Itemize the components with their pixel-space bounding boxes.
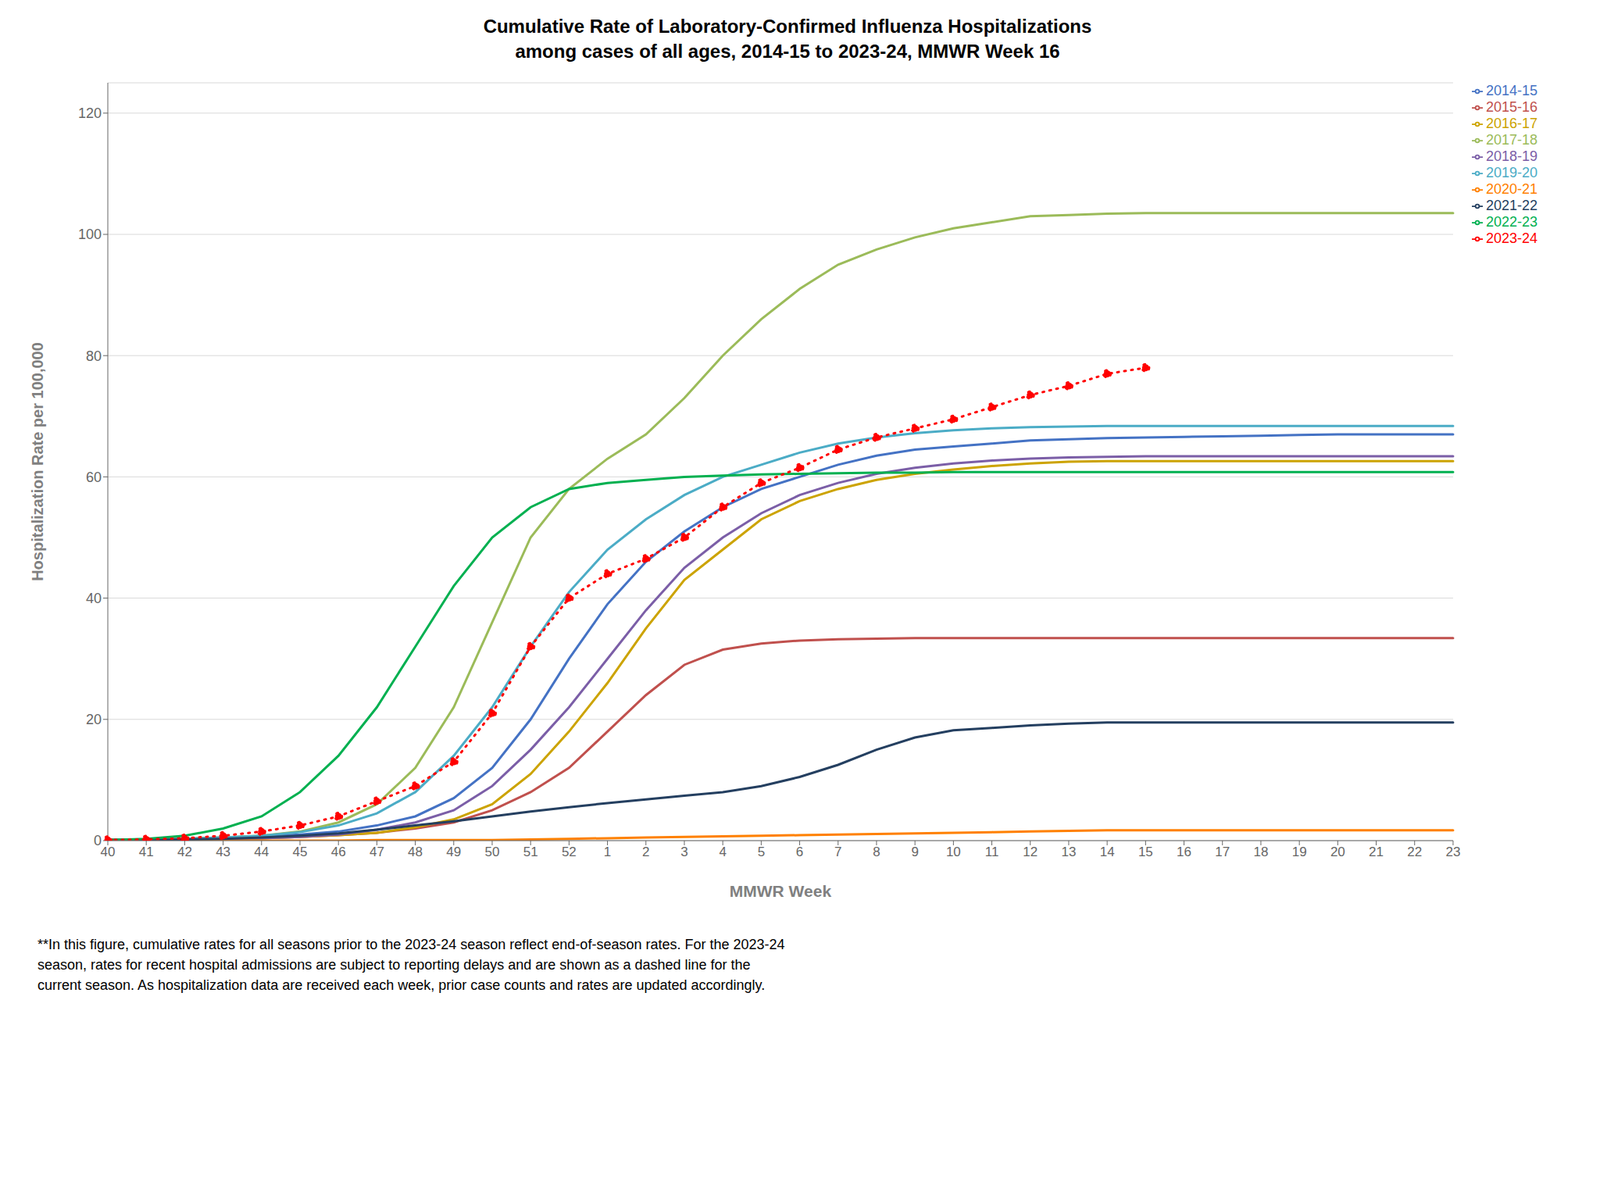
svg-text:49: 49 [446,844,461,860]
svg-text:16: 16 [1176,844,1192,860]
html-text:2021-22: 2021-22 [1485,197,1538,214]
svg-text:11: 11 [985,844,1000,860]
svg-text:20: 20 [85,711,102,728]
svg-text:20: 20 [1330,844,1346,860]
html-text:current season. As hospitaliza: current season. As hospitalization data … [37,977,765,993]
svg-text:4: 4 [718,844,726,860]
svg-text:44: 44 [253,844,269,860]
svg-text:13: 13 [1060,844,1076,860]
svg-text:47: 47 [369,844,385,860]
svg-text:21: 21 [1368,844,1384,860]
html-text:among cases of all ages, 2014-: among cases of all ages, 2014-15 to 2023… [515,40,1060,62]
svg-text:100: 100 [78,226,102,243]
svg-text:1: 1 [603,844,611,860]
svg-text:9: 9 [910,844,918,860]
svg-text:40: 40 [85,590,102,607]
html-text:season, rates for recent hospi: season, rates for recent hospital admiss… [37,957,751,973]
html-text:2018-19: 2018-19 [1485,148,1538,165]
svg-text:41: 41 [139,844,154,860]
svg-text:48: 48 [407,844,423,860]
svg-text:Hospitalization Rate per 100,0: Hospitalization Rate per 100,000 [28,342,47,582]
svg-text:50: 50 [485,844,500,860]
svg-text:52: 52 [561,844,577,860]
svg-text:0: 0 [93,832,102,849]
svg-text:MMWR Week: MMWR Week [729,882,833,900]
html-text:2019-20: 2019-20 [1485,164,1538,181]
html-text:2017-18: 2017-18 [1485,132,1538,148]
svg-text:46: 46 [331,844,347,860]
svg-text:6: 6 [796,844,804,860]
svg-text:40: 40 [100,844,116,860]
svg-text:8: 8 [872,844,880,860]
svg-text:19: 19 [1292,844,1308,860]
html-text:2014-15: 2014-15 [1485,82,1538,99]
svg-text:3: 3 [680,844,688,860]
html-text:Cumulative Rate of Laboratory-: Cumulative Rate of Laboratory-Confirmed … [483,15,1092,37]
svg-text:18: 18 [1253,844,1268,860]
svg-text:43: 43 [215,844,231,860]
svg-text:15: 15 [1138,844,1154,860]
html-text:2023-24: 2023-24 [1485,230,1538,247]
html-text:2022-23: 2022-23 [1485,214,1538,230]
svg-text:120: 120 [78,105,102,122]
html-text:**In this figure, cumulative r: **In this figure, cumulative rates for a… [37,936,785,953]
svg-text:45: 45 [292,844,308,860]
svg-text:60: 60 [85,469,102,486]
svg-text:23: 23 [1445,844,1461,860]
svg-text:17: 17 [1214,844,1230,860]
html-text:2016-17: 2016-17 [1485,115,1538,132]
html-text:2020-21: 2020-21 [1485,181,1538,197]
svg-text:42: 42 [177,844,193,860]
svg-text:10: 10 [946,844,961,860]
svg-text:5: 5 [757,844,765,860]
svg-text:14: 14 [1100,844,1115,860]
svg-text:7: 7 [834,844,842,860]
svg-text:51: 51 [523,844,539,860]
svg-text:80: 80 [85,348,102,365]
svg-text:2: 2 [642,844,650,860]
html-text:2015-16: 2015-16 [1485,99,1538,115]
svg-text:22: 22 [1407,844,1422,860]
svg-text:12: 12 [1022,844,1038,860]
